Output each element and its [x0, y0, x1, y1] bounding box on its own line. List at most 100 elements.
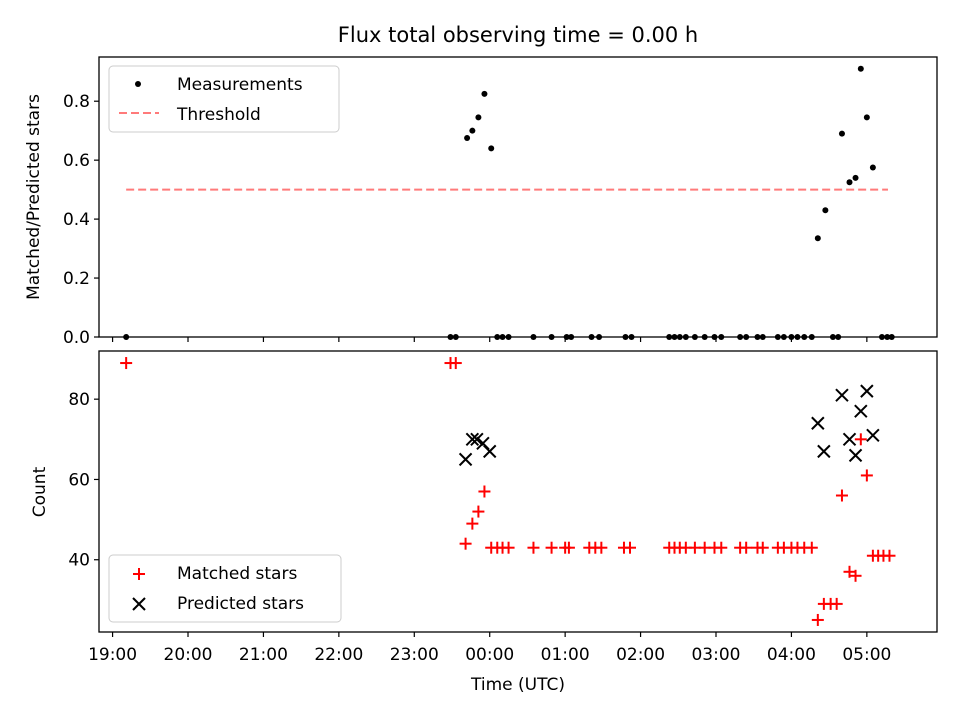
measurement-point	[628, 334, 635, 340]
matched-stars-point	[883, 549, 896, 562]
measurement-point	[505, 334, 512, 340]
measurement-point	[884, 334, 891, 340]
measurement-point	[701, 334, 708, 340]
predicted-stars-point	[458, 452, 473, 467]
measurement-point	[846, 179, 853, 186]
measurement-point	[808, 334, 815, 340]
chart-title: Flux total observing time = 0.00 h	[338, 23, 698, 47]
x-tick-label: 04:00	[767, 645, 816, 665]
matched-stars-point	[740, 541, 753, 554]
measurement-point	[671, 334, 678, 340]
measurement-point	[494, 334, 501, 340]
measurement-point	[852, 174, 859, 181]
measurement-point	[838, 130, 845, 137]
bottom-panel-marks	[120, 357, 896, 626]
x-tick-label: 00:00	[465, 645, 514, 665]
measurement-point	[794, 334, 801, 340]
measurement-point	[857, 65, 864, 72]
x-tick-label: 23:00	[390, 645, 439, 665]
bottom-legend-box	[108, 554, 342, 623]
legend-threshold-label: Threshold	[176, 105, 261, 125]
predicted-stars-point	[470, 432, 484, 447]
legend-predicted-marker	[132, 597, 146, 611]
matched-stars-point	[120, 357, 133, 370]
measurement-point	[123, 334, 130, 340]
measurement-point	[676, 334, 683, 340]
measurement-point	[835, 334, 842, 340]
matched-stars-point	[459, 537, 472, 550]
measurement-point	[622, 334, 629, 340]
matched-stars-point	[854, 433, 867, 446]
predicted-stars-point	[866, 428, 880, 443]
top-panel: 0.00.20.40.60.8 Matched/Predicted stars …	[24, 56, 938, 348]
matched-stars-point	[624, 541, 637, 554]
measurement-point	[759, 334, 766, 340]
measurement-point	[666, 334, 673, 340]
matched-stars-point	[715, 541, 728, 554]
matched-stars-point	[527, 541, 540, 554]
y-tick-label: 0.4	[63, 210, 90, 230]
measurement-point	[447, 334, 454, 340]
x-tick-label: 22:00	[314, 645, 363, 665]
measurement-point	[568, 334, 575, 340]
bottom-y-ticks: 40 60 80	[68, 390, 99, 571]
top-panel-marks	[123, 65, 895, 340]
measurement-point	[691, 334, 698, 340]
measurement-point	[499, 334, 506, 340]
matched-stars-point	[449, 357, 462, 370]
predicted-stars-point	[811, 416, 825, 430]
matched-stars-point	[811, 613, 824, 626]
y-tick-label: 60	[68, 470, 90, 490]
bottom-panel: 40 60 80 19:00 20:00 21:00 22:00 23:00 00:00 01:…	[30, 350, 938, 695]
matched-stars-point	[843, 565, 856, 578]
x-tick-label: 02:00	[616, 645, 665, 665]
top-y-ticks: 0.0 0.2 0.4 0.6 0.8	[63, 92, 99, 348]
measurement-point	[869, 164, 876, 171]
matched-stars-point	[466, 517, 479, 530]
measurement-point	[743, 334, 750, 340]
y-tick-label: 0.6	[63, 151, 90, 171]
measurement-point	[488, 145, 495, 152]
y-tick-label: 40	[68, 551, 90, 571]
x-tick-label: 21:00	[239, 645, 288, 665]
matched-stars-point	[595, 541, 608, 554]
y-tick-label: 0.8	[63, 92, 90, 112]
matched-stars-point	[472, 505, 485, 518]
matched-stars-point	[545, 541, 558, 554]
predicted-stars-point	[860, 384, 874, 398]
matched-stars-point	[860, 469, 873, 482]
measurement-point	[814, 235, 821, 242]
measurement-point	[530, 334, 537, 340]
measurement-point	[754, 334, 761, 340]
x-tick-label: 19:00	[88, 645, 137, 665]
measurement-point	[718, 334, 725, 340]
x-tick-label: 01:00	[541, 645, 590, 665]
legend-predicted-label: Predicted stars	[177, 594, 304, 614]
matched-stars-point	[805, 541, 818, 554]
bottom-y-axis-label: Count	[30, 466, 50, 517]
matched-stars-point	[562, 541, 575, 554]
legend-matched-label: Matched stars	[177, 564, 297, 584]
legend-measurements-label: Measurements	[177, 75, 303, 95]
predicted-stars-point	[842, 432, 857, 447]
measurement-point	[464, 135, 471, 142]
matched-stars-point	[502, 541, 515, 554]
top-legend-box	[108, 65, 340, 133]
measurement-point	[737, 334, 744, 340]
measurement-point	[452, 334, 459, 340]
top-x-ticks	[111, 337, 868, 342]
y-tick-label: 0.0	[63, 328, 90, 348]
measurement-point	[475, 114, 482, 121]
x-tick-label: 20:00	[164, 645, 213, 665]
measurement-point	[878, 334, 885, 340]
top-y-axis-label: Matched/Predicted stars	[24, 94, 44, 300]
measurement-point	[822, 207, 829, 214]
predicted-stars-point	[835, 388, 849, 402]
bottom-legend: Matched stars Predicted stars	[108, 554, 342, 623]
measurement-point	[801, 334, 808, 340]
predicted-stars-point	[854, 404, 868, 418]
predicted-stars-point	[465, 432, 480, 447]
predicted-stars-point	[817, 444, 831, 459]
measurement-point	[863, 114, 870, 121]
